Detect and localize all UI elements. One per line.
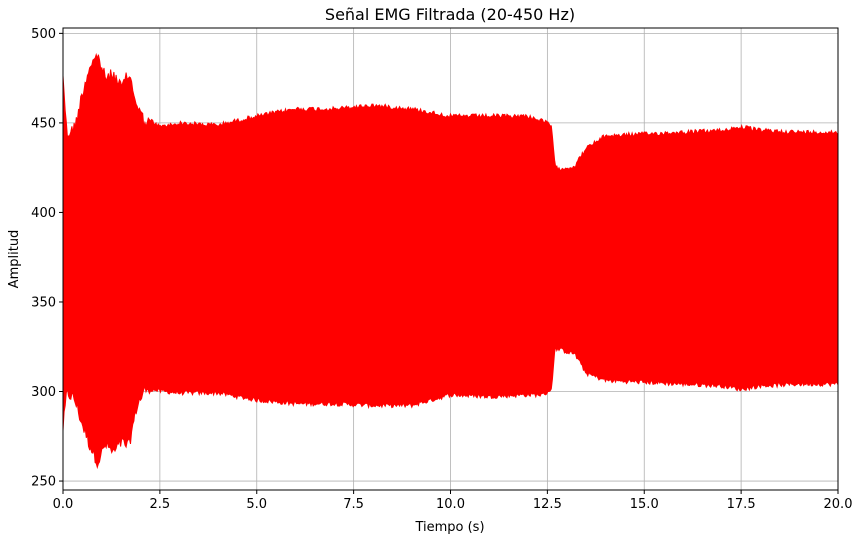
y-tick-label: 400 xyxy=(31,206,56,221)
x-tick-label: 0.0 xyxy=(53,497,74,512)
x-tick-label: 12.5 xyxy=(533,497,562,512)
chart-title: Señal EMG Filtrada (20-450 Hz) xyxy=(325,5,575,24)
x-tick-label: 7.5 xyxy=(343,497,364,512)
y-tick-label: 250 xyxy=(31,475,56,490)
x-tick-label: 15.0 xyxy=(630,497,659,512)
x-tick-label: 2.5 xyxy=(150,497,171,512)
y-tick-label: 300 xyxy=(31,385,56,400)
y-tick-label: 350 xyxy=(31,295,56,310)
x-tick-label: 17.5 xyxy=(727,497,756,512)
x-axis: 0.0 2.5 5.0 7.5 10.0 12.5 15.0 17.5 20.0 xyxy=(53,490,853,512)
y-tick-label: 450 xyxy=(31,116,56,131)
x-tick-label: 20.0 xyxy=(824,497,853,512)
y-axis-label: Amplitud xyxy=(7,230,22,289)
x-tick-label: 5.0 xyxy=(246,497,267,512)
x-axis-label: Tiempo (s) xyxy=(414,520,484,535)
y-tick-label: 500 xyxy=(31,27,56,42)
y-axis: 250 300 350 400 450 500 xyxy=(31,27,63,490)
x-tick-label: 10.0 xyxy=(436,497,465,512)
